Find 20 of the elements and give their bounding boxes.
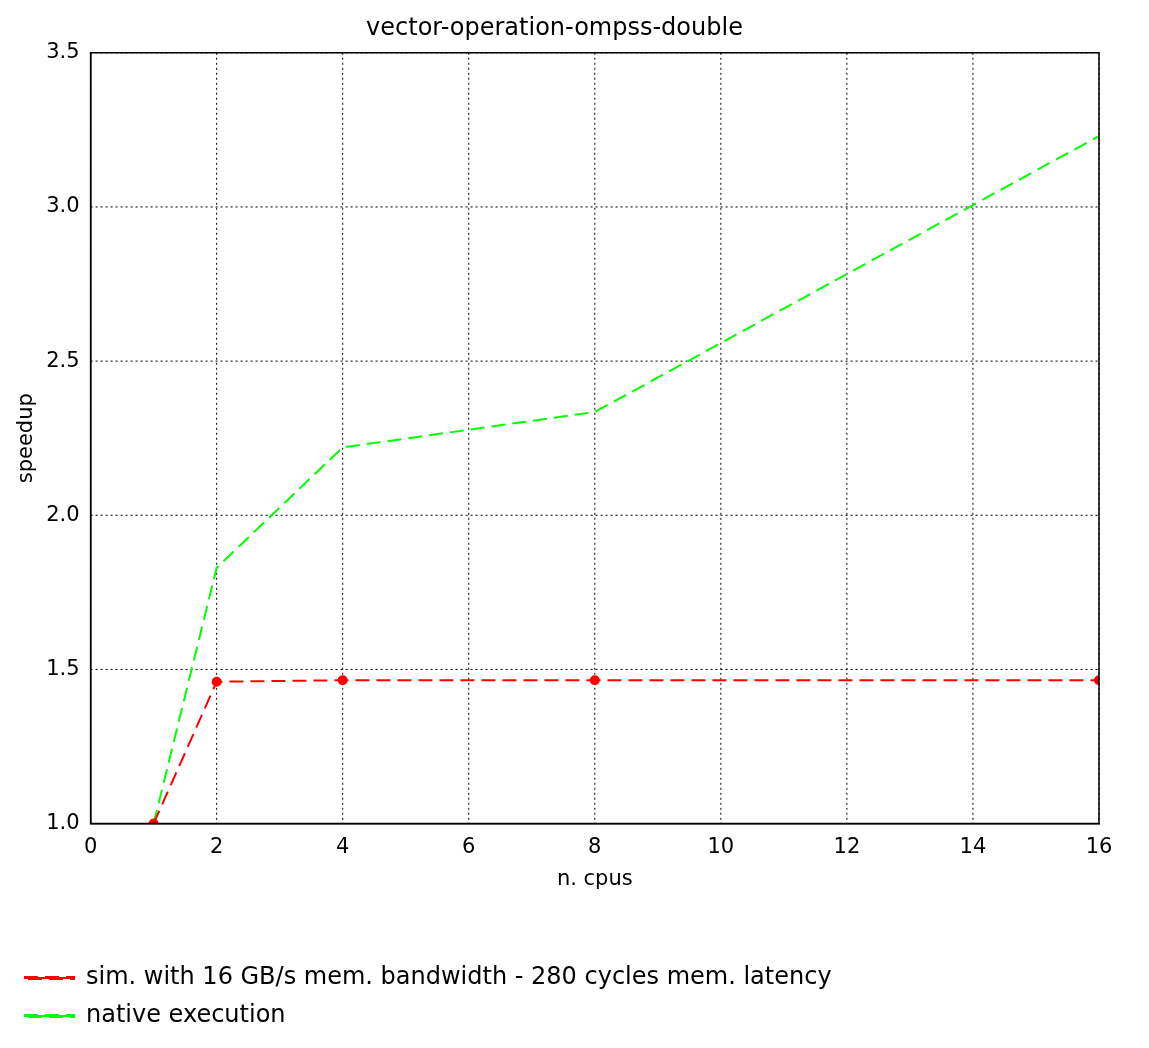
y-tick-label: 1.5 <box>46 655 80 680</box>
x-tick-label: 16 <box>1085 833 1113 858</box>
y-tick-label: 2.0 <box>46 501 80 526</box>
y-tick-label: 3.5 <box>46 39 80 64</box>
x-tick-label: 14 <box>959 833 987 858</box>
x-tick-label: 6 <box>462 833 476 858</box>
x-axis-title: n. cpus <box>556 865 633 890</box>
legend-label: sim. with 16 GB/s mem. bandwidth - 280 cycles mem. latency <box>86 962 832 991</box>
x-tick-label: 8 <box>588 833 602 858</box>
y-tick-label: 2.5 <box>46 347 80 372</box>
legend-label: native execution <box>86 1000 286 1029</box>
y-axis-title: speedup <box>13 393 38 484</box>
chart-title: vector-operation-ompss-double <box>366 12 743 41</box>
x-tick-label: 0 <box>83 833 98 858</box>
y-tick-label: 3.0 <box>46 193 80 218</box>
x-tick-label: 4 <box>336 833 350 858</box>
x-tick-label: 12 <box>833 833 861 858</box>
y-tick-label: 1.0 <box>46 810 80 835</box>
x-tick-label: 10 <box>707 833 735 858</box>
x-tick-label: 2 <box>209 833 224 858</box>
